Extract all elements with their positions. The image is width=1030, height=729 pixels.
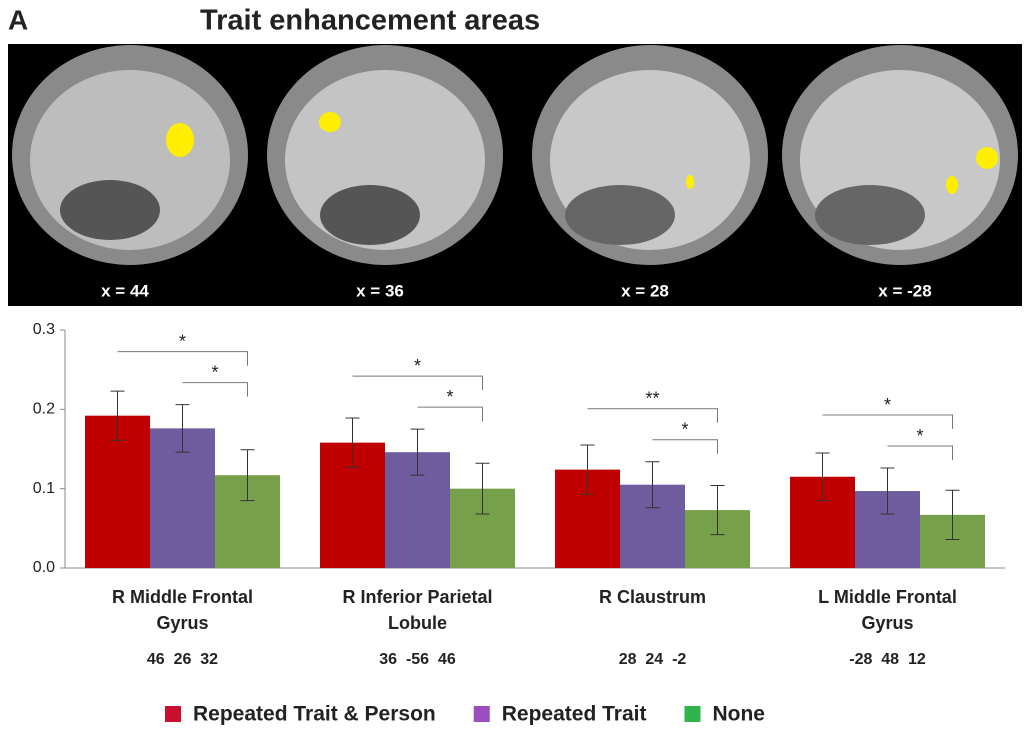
coordinates: 28 24 -2: [619, 651, 687, 668]
significance-bracket: [588, 409, 718, 423]
brain-slice: [12, 45, 248, 265]
slice-label: x = 28: [621, 281, 669, 300]
x-tick-label: Gyrus: [861, 613, 913, 633]
legend-label: Repeated Trait: [502, 703, 647, 726]
slice-label: x = 44: [101, 281, 149, 300]
legend-swatch: [684, 706, 700, 722]
brain-slice: [782, 45, 1018, 265]
coordinates: -28 48 12: [849, 651, 926, 668]
slice-label: x = -28: [878, 281, 931, 300]
y-tick-label: 0.2: [33, 401, 55, 418]
x-tick-label: R Inferior Parietal: [342, 587, 492, 607]
legend-swatch: [165, 706, 181, 722]
y-tick-label: 0.3: [33, 321, 55, 338]
significance-label: *: [681, 419, 688, 439]
significance-label: *: [414, 356, 421, 376]
x-tick-label: L Middle Frontal: [818, 587, 957, 607]
brain-slice: [532, 45, 768, 265]
brain-strip: [8, 44, 1022, 306]
significance-bracket: [183, 383, 248, 397]
significance-label: *: [211, 362, 218, 382]
significance-label: *: [916, 426, 923, 446]
panel-label: A: [8, 4, 28, 35]
legend-label: Repeated Trait & Person: [193, 703, 436, 726]
x-tick-label: R Middle Frontal: [112, 587, 253, 607]
coordinates: 36 -56 46: [379, 651, 456, 668]
figure-title: Trait enhancement areas: [200, 5, 540, 37]
legend-label: None: [712, 703, 765, 726]
x-tick-label: Lobule: [388, 613, 447, 633]
significance-label: *: [179, 331, 186, 351]
significance-bracket: [823, 415, 953, 429]
significance-label: **: [645, 388, 659, 408]
y-tick-label: 0.0: [33, 559, 55, 576]
coordinates: 46 26 32: [147, 651, 218, 668]
brain-slice: [267, 45, 503, 265]
significance-label: *: [446, 387, 453, 407]
significance-bracket: [888, 446, 953, 460]
x-tick-label: R Claustrum: [599, 587, 706, 607]
significance-label: *: [884, 395, 891, 415]
y-tick-label: 0.1: [33, 480, 55, 497]
slice-label: x = 36: [356, 281, 404, 300]
significance-bracket: [118, 352, 248, 366]
significance-bracket: [353, 376, 483, 390]
significance-bracket: [418, 407, 483, 421]
significance-bracket: [653, 440, 718, 454]
figure: A Trait enhancement areas x = 44 x = 36 x …: [0, 0, 1030, 729]
x-tick-label: Gyrus: [156, 613, 208, 633]
legend-swatch: [474, 706, 490, 722]
